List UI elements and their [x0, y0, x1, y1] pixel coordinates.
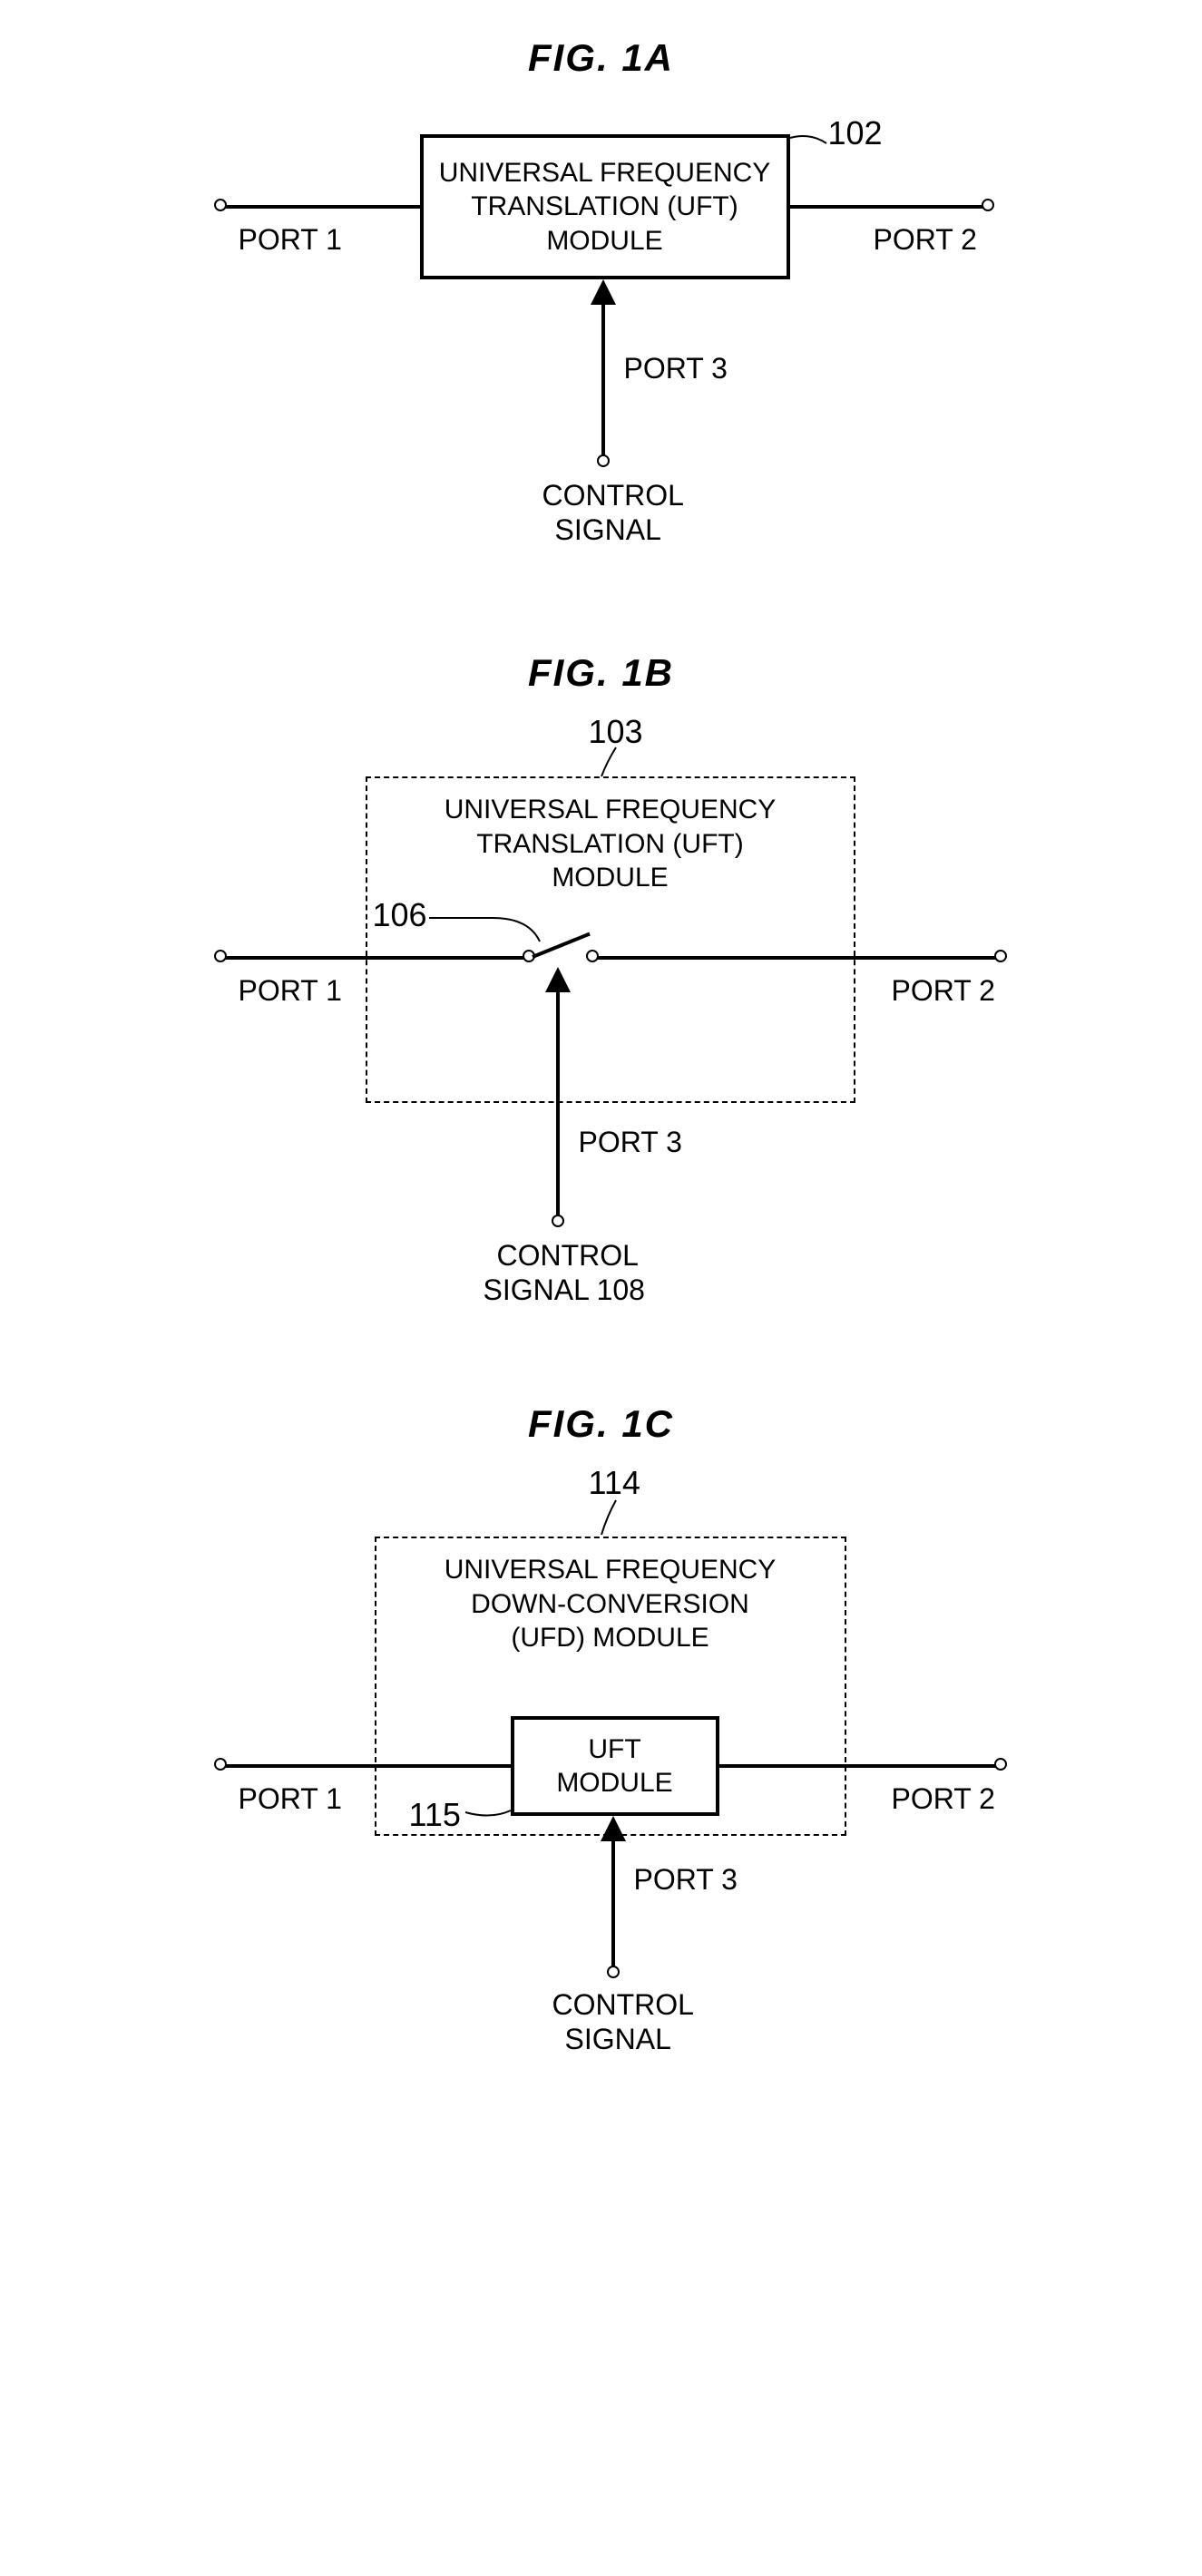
control-label-l1: CONTROL — [497, 1239, 639, 1273]
wire-port1 — [220, 956, 529, 960]
module-line-1: UNIVERSAL FREQUENCY — [384, 793, 837, 827]
ref-115: 115 — [409, 1796, 461, 1834]
diagram-area: 103 UNIVERSAL FREQUENCY TRANSLATION (UFT… — [148, 713, 1055, 1348]
port1-label: PORT 1 — [239, 223, 342, 257]
port2-label: PORT 2 — [892, 1782, 995, 1816]
diagram-area: UNIVERSAL FREQUENCY TRANSLATION (UFT) MO… — [148, 98, 1055, 597]
module-line-3: MODULE — [546, 224, 662, 259]
ref-114: 114 — [589, 1464, 640, 1502]
port1-label: PORT 1 — [239, 1782, 342, 1816]
inner-label: UFT MODULE — [529, 1732, 701, 1800]
ufd-line-1: UNIVERSAL FREQUENCY — [384, 1553, 837, 1587]
leader-106 — [429, 911, 547, 947]
port2-terminal — [982, 199, 994, 211]
figure-title: FIG. 1A — [148, 36, 1055, 80]
switch-contact — [586, 950, 599, 962]
module-line-2: TRANSLATION (UFT) — [384, 827, 837, 862]
module-line-3: MODULE — [384, 861, 837, 895]
leader-102 — [783, 131, 837, 167]
port3-terminal — [597, 454, 610, 467]
port2-label: PORT 2 — [874, 223, 977, 257]
diagram-area: 114 UNIVERSAL FREQUENCY DOWN-CONVERSION … — [148, 1464, 1055, 2081]
control-label-l1: CONTROL — [542, 479, 684, 512]
arrow-port3 — [545, 967, 571, 992]
arrow-port3 — [601, 1816, 626, 1841]
port1-terminal — [214, 1758, 227, 1771]
wire-port1 — [220, 205, 420, 209]
control-label-l1: CONTROL — [552, 1988, 694, 2022]
wire-port2 — [719, 1764, 1001, 1768]
figure-1b: FIG. 1B 103 UNIVERSAL FREQUENCY TRANSLAT… — [148, 651, 1055, 1348]
module-line-2: TRANSLATION (UFT) — [471, 190, 738, 224]
control-label-l2: SIGNAL — [555, 513, 661, 547]
figure-title: FIG. 1C — [148, 1402, 1055, 1446]
leader-103 — [601, 747, 638, 780]
leader-114 — [601, 1500, 638, 1537]
control-label-l2: SIGNAL 108 — [484, 1273, 645, 1307]
uft-module-box: UNIVERSAL FREQUENCY TRANSLATION (UFT) MO… — [420, 134, 790, 279]
port2-terminal — [994, 950, 1007, 962]
port1-terminal — [214, 199, 227, 211]
port3-terminal — [607, 1966, 620, 1978]
port3-terminal — [552, 1215, 564, 1227]
ref-103: 103 — [589, 713, 643, 751]
module-line-1: UNIVERSAL FREQUENCY — [439, 156, 771, 190]
module-title: UNIVERSAL FREQUENCY TRANSLATION (UFT) MO… — [384, 793, 837, 895]
wire-port3 — [556, 990, 560, 1221]
wire-port3 — [601, 303, 605, 461]
figure-1c: FIG. 1C 114 UNIVERSAL FREQUENCY DOWN-CON… — [148, 1402, 1055, 2081]
port3-label: PORT 3 — [634, 1863, 738, 1897]
ufd-title: UNIVERSAL FREQUENCY DOWN-CONVERSION (UFD… — [384, 1553, 837, 1655]
figure-1a: FIG. 1A UNIVERSAL FREQUENCY TRANSLATION … — [148, 36, 1055, 597]
uft-inner-box: UFT MODULE — [511, 1716, 719, 1816]
port1-label: PORT 1 — [239, 974, 342, 1008]
wire-port2 — [790, 205, 988, 209]
ufd-line-2: DOWN-CONVERSION — [384, 1587, 837, 1622]
port3-label: PORT 3 — [624, 352, 728, 385]
port2-terminal — [994, 1758, 1007, 1771]
wire-port3 — [611, 1839, 615, 1972]
ufd-line-3: (UFD) MODULE — [384, 1621, 837, 1655]
figure-title: FIG. 1B — [148, 651, 1055, 695]
arrow-port3 — [591, 279, 616, 305]
wire-port2 — [592, 956, 1001, 960]
port3-label: PORT 3 — [579, 1126, 682, 1159]
leader-115 — [465, 1796, 520, 1823]
port2-label: PORT 2 — [892, 974, 995, 1008]
wire-port1 — [220, 1764, 511, 1768]
port1-terminal — [214, 950, 227, 962]
ref-106: 106 — [373, 896, 427, 934]
control-label-l2: SIGNAL — [565, 2023, 671, 2056]
